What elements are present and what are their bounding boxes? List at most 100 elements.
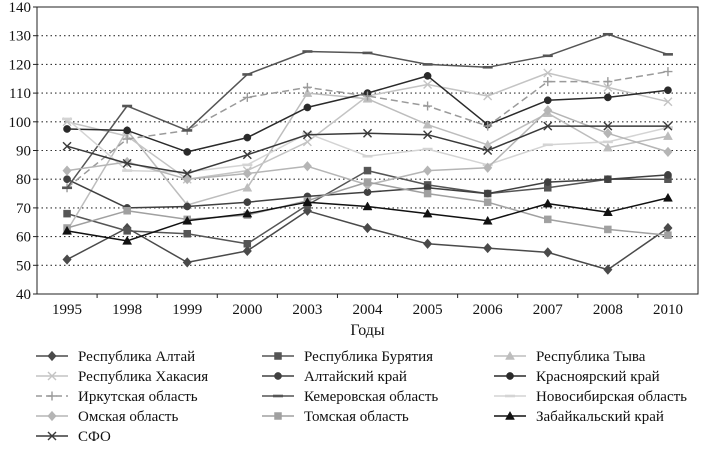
data-point (603, 128, 613, 139)
series-8 (62, 32, 673, 190)
series-layer (62, 32, 673, 275)
y-tick-label: 50 (16, 258, 31, 274)
data-point (302, 130, 312, 140)
data-point (63, 209, 71, 218)
data-point (543, 121, 553, 131)
data-point (243, 133, 252, 142)
x-tick-label: 1995 (52, 302, 82, 318)
data-point (362, 222, 373, 234)
legend-label: Кемеровская область (304, 389, 438, 405)
data-point (243, 198, 252, 207)
data-point (302, 82, 312, 92)
legend-label: Забайкальский край (536, 409, 664, 425)
data-point (663, 131, 673, 140)
data-point (242, 150, 252, 160)
legend-item: Кемеровская область (262, 389, 438, 405)
y-tick-label: 140 (9, 0, 32, 16)
legend-marker (506, 372, 514, 380)
series-7 (62, 67, 673, 193)
data-point (363, 178, 372, 186)
legend-marker (274, 372, 282, 380)
data-point (362, 201, 373, 211)
data-point (663, 222, 673, 234)
legend-label: Республика Тыва (536, 349, 646, 365)
series-line (66, 118, 669, 173)
data-point (664, 171, 672, 179)
y-tick-label: 110 (9, 86, 31, 102)
data-point (62, 165, 72, 176)
series-line (66, 33, 669, 189)
data-point (423, 189, 432, 198)
legend-label: Республика Алтай (78, 349, 195, 365)
legend-item: Иркутская область (36, 389, 198, 405)
data-point (243, 240, 252, 248)
x-tick-label: 2007 (533, 302, 564, 318)
y-tick-label: 90 (16, 144, 31, 160)
data-point (663, 192, 673, 202)
series-3 (62, 88, 673, 235)
data-point (603, 121, 613, 131)
data-point (664, 86, 672, 95)
legend-label: Республика Бурятия (304, 349, 433, 365)
legend-item: Алтайский край (262, 369, 407, 385)
legend-item: Омская область (36, 409, 178, 425)
data-point (302, 161, 312, 172)
y-tick-label: 80 (16, 172, 31, 188)
data-point (302, 137, 312, 147)
legend-item: Новосибирская область (494, 389, 687, 405)
data-point (183, 202, 192, 211)
data-point (543, 68, 553, 78)
data-point (663, 146, 673, 158)
data-point (483, 242, 493, 254)
data-point (602, 207, 613, 216)
x-axis-ticks: 1995 1998 1999 2000 2003 2004 2005 2006 2007 2008… (52, 294, 683, 318)
data-point (482, 215, 493, 225)
data-point (483, 91, 493, 101)
data-point (423, 238, 433, 249)
data-point (423, 72, 432, 80)
x-axis-title: Годы (350, 322, 385, 339)
data-point (603, 82, 613, 92)
y-tick-label: 100 (9, 115, 32, 131)
data-point (123, 227, 131, 235)
x-tick-label: 2004 (353, 302, 384, 318)
data-point (63, 175, 71, 184)
legend-item: Красноярский край (494, 369, 660, 385)
y-tick-label: 40 (16, 287, 31, 303)
data-point (543, 77, 553, 87)
data-point (123, 126, 131, 135)
data-point (183, 229, 191, 238)
data-point (182, 257, 192, 268)
data-point (423, 130, 433, 140)
legend-item: Забайкальский край (494, 409, 664, 425)
y-tick-label: 120 (9, 57, 32, 73)
data-point (122, 134, 132, 144)
series-line (66, 75, 669, 153)
data-point (122, 158, 132, 168)
data-point (363, 166, 372, 175)
data-point (182, 174, 192, 185)
legend-label: Красноярский край (536, 369, 660, 385)
x-tick-label: 2008 (593, 302, 623, 318)
data-point (242, 208, 253, 218)
x-tick-label: 1999 (172, 302, 202, 318)
legend-label: Новосибирская область (536, 389, 687, 405)
data-point (483, 162, 493, 173)
data-point (302, 197, 313, 206)
legend-label: Республика Хакасия (78, 369, 208, 385)
x-tick-label: 2003 (292, 302, 322, 318)
legend-marker (47, 350, 57, 362)
data-point (363, 91, 372, 101)
data-point (242, 245, 252, 257)
legend-marker (274, 352, 282, 360)
legend-item: Республика Алтай (36, 349, 195, 365)
y-axis-ticks: 40 50 60 70 80 90 100 110 120 130 140 (9, 0, 37, 303)
legend-marker (47, 431, 57, 441)
data-point (303, 103, 312, 112)
y-tick-label: 60 (16, 230, 31, 246)
data-point (483, 189, 492, 198)
legend-item: Томская область (262, 409, 409, 425)
data-point (544, 215, 552, 224)
data-point (663, 97, 673, 107)
y-tick-label: 70 (16, 201, 31, 217)
